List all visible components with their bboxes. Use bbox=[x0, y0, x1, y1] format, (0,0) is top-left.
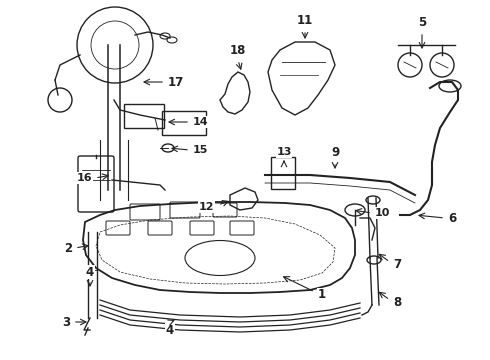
Text: 18: 18 bbox=[230, 44, 246, 57]
Text: 3: 3 bbox=[62, 315, 70, 328]
Text: 12: 12 bbox=[198, 202, 214, 212]
Text: 2: 2 bbox=[64, 242, 72, 255]
Text: 4: 4 bbox=[166, 324, 174, 337]
Ellipse shape bbox=[167, 37, 177, 43]
Text: 17: 17 bbox=[168, 76, 184, 89]
Text: 1: 1 bbox=[318, 288, 326, 302]
Text: 4: 4 bbox=[86, 266, 94, 279]
Text: 16: 16 bbox=[76, 173, 92, 183]
Text: 5: 5 bbox=[418, 15, 426, 28]
Text: 15: 15 bbox=[193, 145, 208, 155]
Text: 6: 6 bbox=[448, 211, 456, 225]
Text: 14: 14 bbox=[193, 117, 209, 127]
Ellipse shape bbox=[160, 33, 170, 39]
Text: 9: 9 bbox=[331, 145, 339, 158]
Text: 8: 8 bbox=[393, 296, 401, 309]
Text: 7: 7 bbox=[393, 257, 401, 270]
Text: 11: 11 bbox=[297, 13, 313, 27]
Text: 13: 13 bbox=[276, 147, 292, 157]
Text: 10: 10 bbox=[375, 208, 391, 218]
